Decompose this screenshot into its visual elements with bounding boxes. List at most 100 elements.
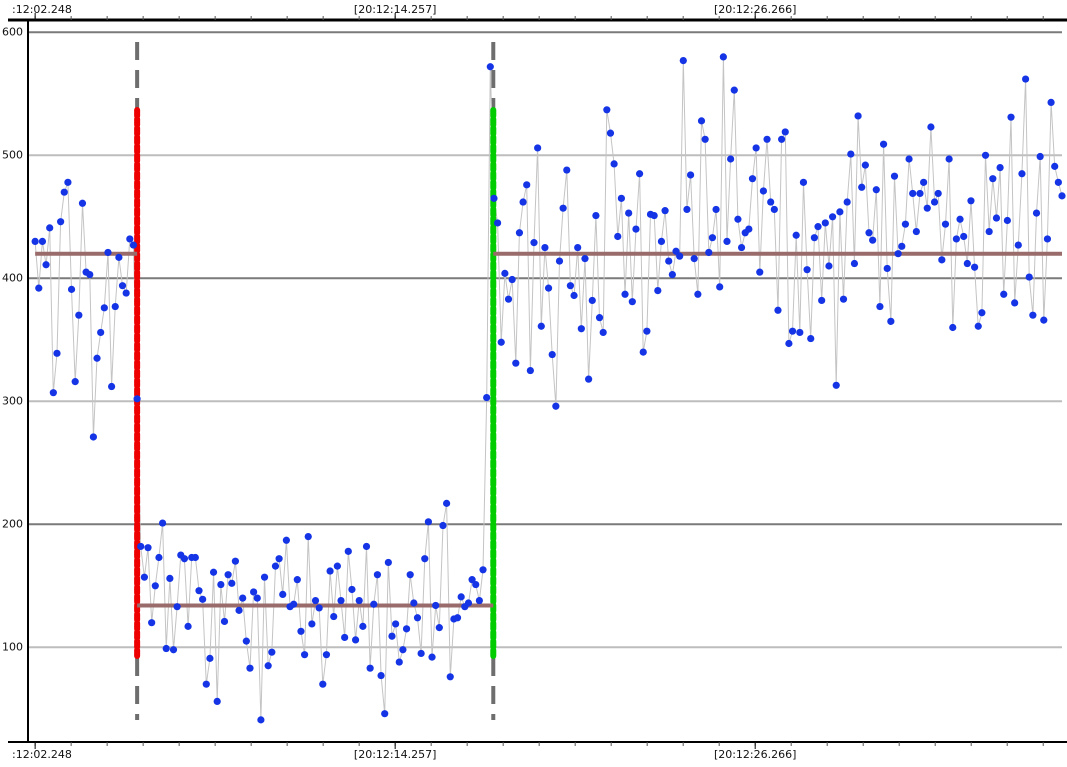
sample-point — [716, 283, 724, 291]
sample-point — [89, 433, 97, 441]
sample-point — [184, 622, 192, 630]
sample-point — [293, 576, 301, 584]
sample-point — [377, 671, 385, 680]
sample-point — [810, 234, 818, 242]
sample-point — [173, 603, 181, 611]
sample-point — [275, 555, 283, 563]
sample-point — [869, 236, 877, 244]
x-tick-label: [20:12:26.266] — [714, 3, 796, 16]
sample-point — [745, 225, 753, 233]
sample-point — [355, 596, 363, 605]
sample-point — [217, 580, 225, 589]
sample-point — [814, 223, 822, 231]
sample-point — [457, 593, 465, 601]
sample-point — [151, 582, 159, 590]
sample-point — [439, 521, 447, 530]
sample-point — [191, 553, 199, 562]
x-tick-label: :12:02.248 — [12, 748, 72, 761]
sample-point — [981, 151, 990, 159]
sample-point — [38, 237, 47, 245]
sample-point — [960, 232, 968, 241]
sample-point — [828, 213, 837, 221]
x-tick-label: [20:12:14.257] — [354, 3, 436, 16]
sample-point — [643, 327, 651, 335]
sample-point — [938, 256, 946, 264]
sample-point — [672, 247, 680, 255]
sample-point — [836, 208, 844, 216]
sample-point — [1040, 316, 1048, 324]
sample-point — [690, 255, 698, 263]
y-tick-label: 500 — [2, 148, 23, 161]
sample-point — [588, 296, 596, 305]
sample-point — [46, 224, 54, 232]
sample-point — [300, 651, 309, 659]
sample-point — [737, 243, 746, 252]
sample-point — [748, 175, 757, 183]
sample-point — [639, 348, 647, 356]
sample-point — [898, 242, 906, 250]
sample-point — [155, 553, 163, 562]
sample-point — [767, 198, 775, 206]
sample-point — [774, 306, 782, 314]
sample-point — [548, 350, 556, 359]
sample-point — [894, 250, 902, 258]
sample-point — [93, 354, 101, 362]
sample-point — [872, 186, 880, 194]
sample-point — [807, 334, 815, 343]
sample-point — [384, 558, 392, 567]
sample-point — [559, 204, 567, 212]
sample-point — [443, 499, 451, 507]
sample-point — [570, 291, 578, 300]
sample-point — [541, 243, 549, 252]
sample-point — [388, 632, 396, 640]
sample-point — [595, 314, 604, 322]
sample-point — [854, 112, 862, 120]
sample-point — [694, 290, 702, 298]
sample-point — [490, 194, 498, 202]
sample-point — [621, 290, 629, 298]
sample-point — [64, 178, 72, 186]
sample-point — [308, 620, 316, 628]
sample-point — [530, 239, 538, 247]
sample-point — [268, 648, 276, 656]
sample-point — [756, 268, 764, 276]
sample-point — [1018, 170, 1026, 178]
sample-point — [246, 664, 254, 672]
sample-point — [279, 590, 287, 599]
sample-point — [257, 716, 265, 724]
sample-point — [923, 204, 931, 212]
sample-point — [632, 225, 640, 233]
sample-point — [876, 302, 884, 311]
sample-point — [432, 601, 440, 610]
sample-point — [169, 646, 178, 654]
sample-point — [479, 566, 487, 574]
sample-point — [668, 271, 676, 279]
sample-point — [847, 150, 855, 158]
sample-point — [945, 155, 953, 163]
sample-point — [366, 664, 374, 672]
x-tick-label: :12:02.248 — [12, 3, 72, 16]
sample-point — [311, 596, 320, 605]
sample-point — [497, 338, 505, 346]
sample-point — [435, 624, 443, 632]
sample-point — [31, 237, 39, 245]
sample-point — [719, 53, 727, 61]
sample-point — [996, 163, 1004, 172]
sample-point — [967, 197, 975, 205]
sample-point — [322, 651, 331, 659]
sample-point — [901, 220, 910, 228]
sample-point — [1011, 299, 1019, 307]
sample-point — [803, 266, 811, 274]
sample-point — [359, 622, 367, 630]
sample-point — [989, 175, 997, 183]
sample-point — [504, 295, 513, 303]
sample-point — [148, 619, 156, 627]
sample-point — [111, 302, 119, 311]
sample-point — [202, 680, 210, 688]
sample-point — [978, 309, 986, 317]
sample-point — [129, 241, 138, 249]
sample-point — [887, 317, 895, 325]
sample-point — [949, 323, 957, 332]
y-tick-label: 400 — [2, 271, 23, 284]
